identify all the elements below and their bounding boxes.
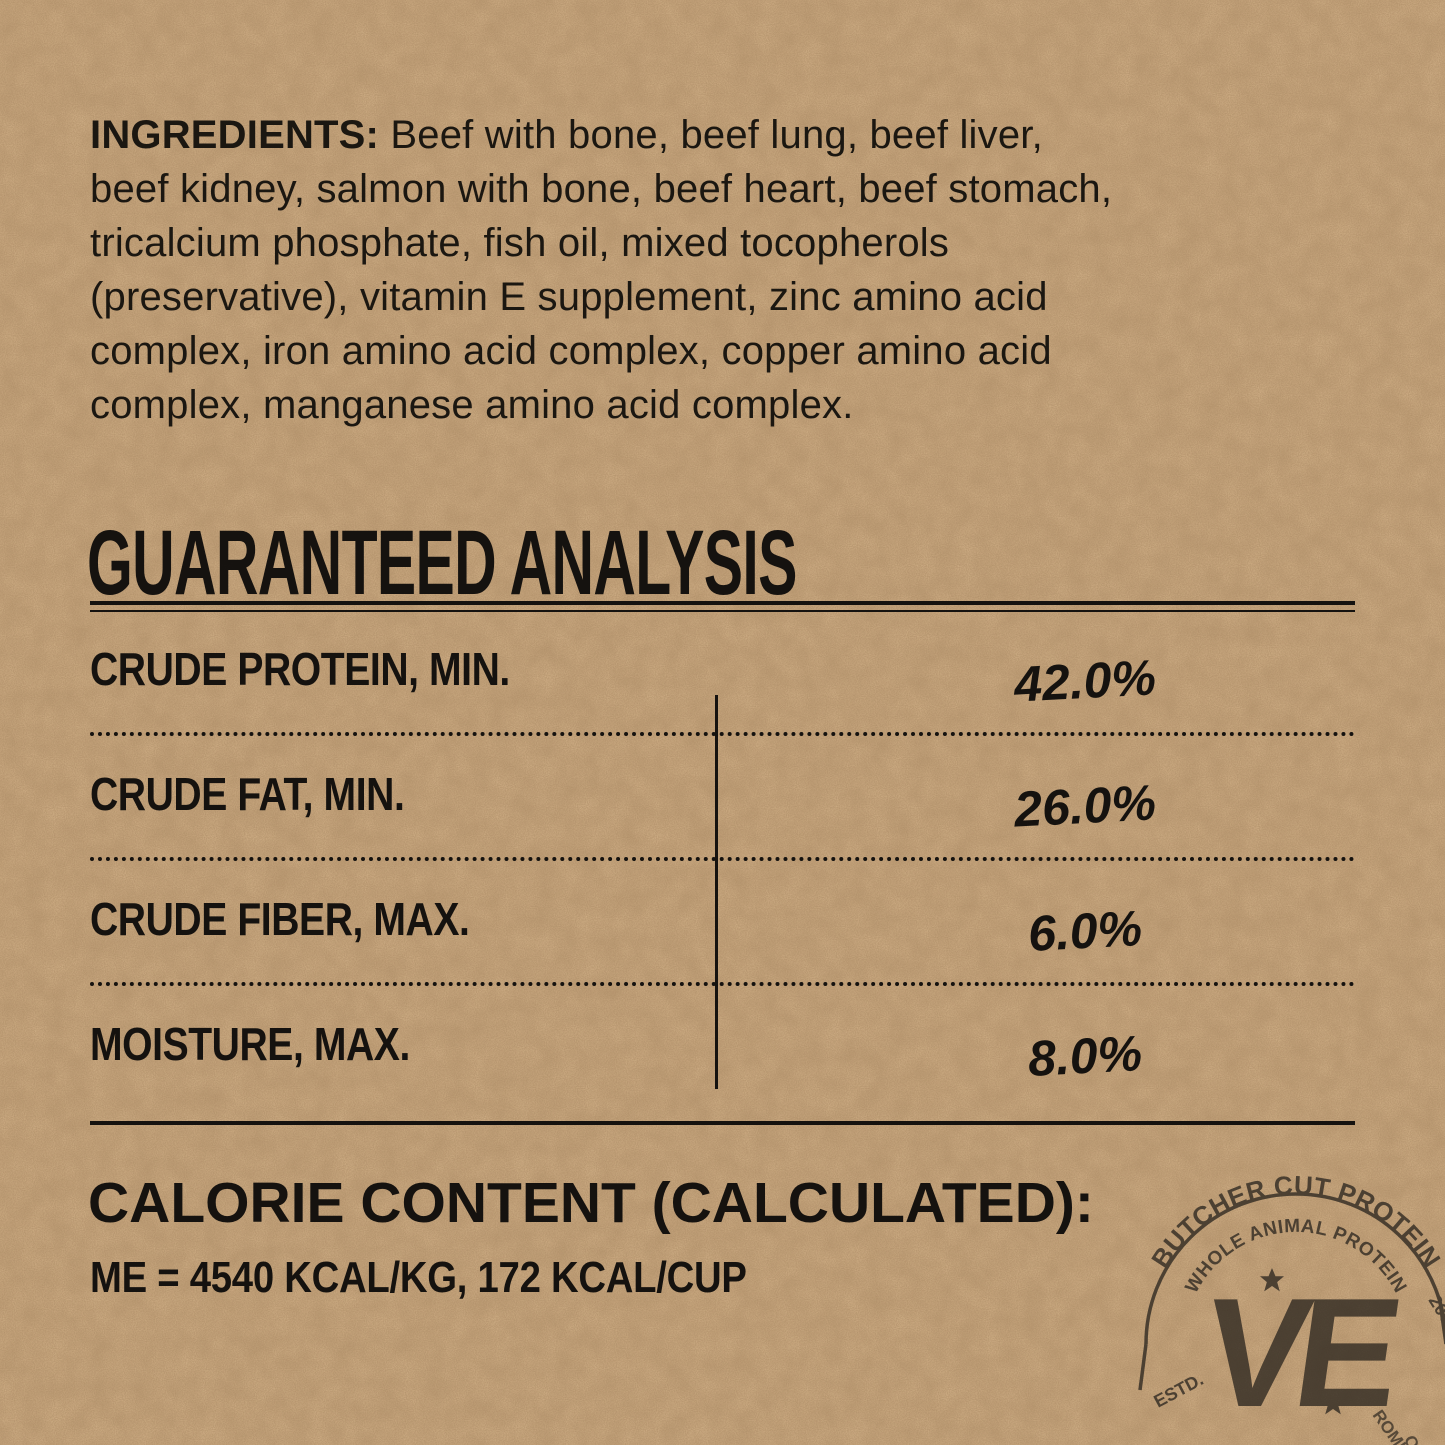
svg-text:OTEIN: OTEIN bbox=[1400, 1433, 1436, 1445]
svg-text:200: 200 bbox=[1425, 1292, 1445, 1328]
